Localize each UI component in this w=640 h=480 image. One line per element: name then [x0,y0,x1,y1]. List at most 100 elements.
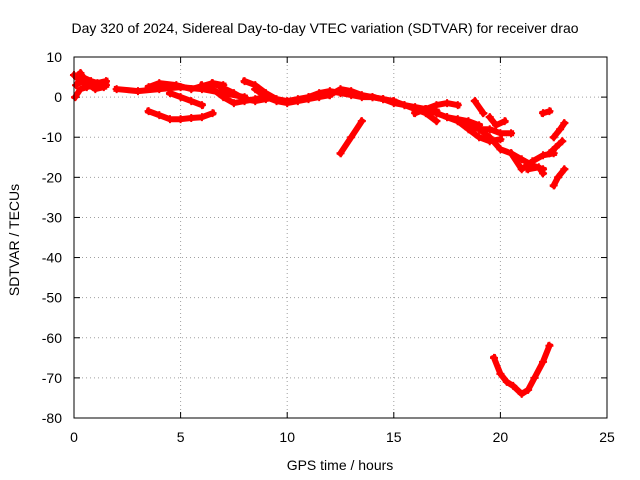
data-point [524,385,533,394]
data-point [229,99,238,108]
data-point [155,111,164,120]
data-point [133,87,142,96]
data-point [517,155,526,164]
data-point [545,149,554,158]
x-tick-label: 5 [177,429,185,445]
data-point [539,357,548,366]
series-track-23 [470,96,488,118]
x-tick-label: 20 [493,429,509,445]
data-point [76,69,85,78]
data-point [272,97,281,106]
y-tick-label: -60 [42,330,62,346]
data-point [534,163,543,172]
data-point [453,101,462,110]
data-point [176,93,185,102]
data-point [539,151,548,160]
data-point [112,85,121,94]
y-tick-label: -80 [42,410,62,426]
data-point [496,145,505,154]
data-point [553,173,562,182]
data-point [261,93,270,102]
chart-title: Day 320 of 2024, Sidereal Day-to-day VTE… [71,20,578,36]
data-point [432,109,441,118]
data-point [155,79,164,88]
data-point [500,117,509,126]
data-point [539,109,548,118]
data-point [165,115,174,124]
data-tracks [69,68,569,398]
data-point [545,341,554,350]
data-point [208,109,217,118]
data-point [549,181,558,190]
series-track-03 [76,68,108,93]
data-point [251,85,260,94]
data-point [496,369,505,378]
series-track-31 [490,341,554,397]
data-point [539,169,548,178]
data-point [187,113,196,122]
data-point [490,353,499,362]
data-point [229,89,238,98]
data-point [71,93,80,102]
data-point [165,89,174,98]
data-point [347,133,356,142]
data-point [144,107,153,116]
x-tick-label: 25 [599,429,615,445]
data-point [443,113,452,122]
data-point [187,97,196,106]
data-point [524,165,533,174]
data-point [443,99,452,108]
y-tick-label: 10 [46,49,62,65]
data-point [545,107,554,116]
data-point [560,119,569,128]
data-point [502,377,511,386]
data-point [336,85,345,94]
data-point [421,105,430,114]
x-tick-label: 10 [279,429,295,445]
data-point [549,133,558,142]
y-tick-label: -30 [42,209,62,225]
data-point [357,91,366,100]
data-point [347,87,356,96]
data-point [197,81,206,90]
data-point [485,125,494,134]
data-point [389,97,398,106]
data-point [551,143,560,152]
data-point [91,85,100,94]
y-axis-label: SDTVAR / TECUs [6,184,22,296]
data-point [219,93,228,102]
data-point [325,91,334,100]
data-point [517,389,526,398]
data-point [492,121,501,130]
data-point [558,137,567,146]
data-point [379,95,388,104]
data-point [208,79,217,88]
data-point [432,117,441,126]
data-point [336,149,345,158]
data-point [470,97,479,106]
y-tick-label: -50 [42,290,62,306]
data-point [464,125,473,134]
data-point [411,109,420,118]
data-point [509,381,518,390]
data-point [485,133,494,142]
data-point [187,85,196,94]
data-point [72,81,81,90]
data-point [475,125,484,134]
data-point [357,117,366,126]
data-point [507,129,516,138]
x-tick-label: 0 [70,429,78,445]
data-point [368,93,377,102]
data-point [315,89,324,98]
data-point [293,97,302,106]
data-point [99,83,108,92]
data-point [507,149,516,158]
data-point [240,95,249,104]
x-tick-label: 15 [386,429,402,445]
data-point [453,117,462,126]
data-point [304,93,313,102]
x-axis-label: GPS time / hours [287,457,394,473]
data-point [251,97,260,106]
data-point [479,109,488,118]
